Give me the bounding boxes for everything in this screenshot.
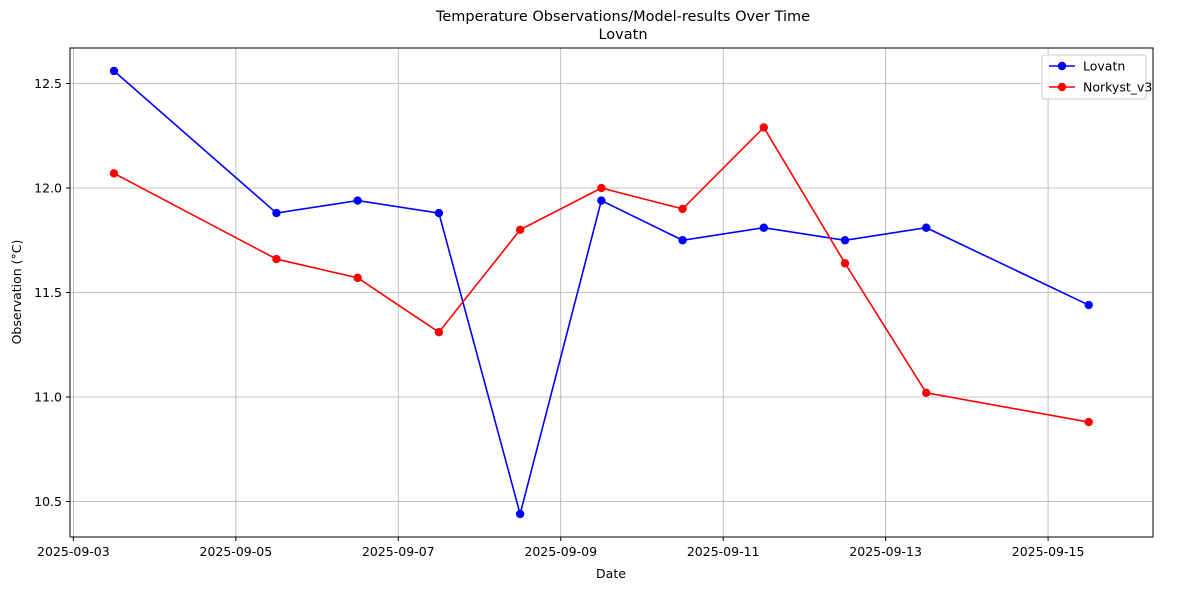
data-point-lovatn: [1084, 300, 1093, 310]
legend-label: Lovatn: [1083, 59, 1125, 74]
data-point-lovatn: [922, 223, 931, 232]
data-point-lovatn: [597, 196, 606, 205]
x-tick-label: 2025-09-13: [849, 544, 922, 559]
series-line-norkyst_v3: [113, 126, 1089, 423]
data-point-lovatn: [272, 208, 281, 218]
data-point-norkyst_v3: [922, 388, 931, 398]
y-tick-label: 11.0: [34, 389, 62, 404]
data-point-norkyst_v3: [597, 183, 606, 193]
data-point-lovatn: [353, 196, 362, 205]
x-tick-label: 2025-09-11: [687, 544, 760, 559]
chart-subtitle: Lovatn: [598, 27, 647, 43]
x-tick-label: 2025-09-07: [362, 544, 435, 559]
data-point-lovatn: [759, 223, 768, 232]
x-tick-label: 2025-09-05: [200, 544, 273, 559]
data-point-norkyst_v3: [434, 328, 444, 337]
data-point-norkyst_v3: [678, 204, 687, 214]
data-point-lovatn: [515, 509, 525, 519]
y-tick-label: 12.0: [34, 181, 62, 196]
x-tick-label: 2025-09-15: [1012, 544, 1085, 559]
series-layer: [109, 66, 1093, 519]
data-point-norkyst_v3: [272, 254, 281, 264]
legend: Lovatn Norkyst_v3: [1041, 54, 1152, 100]
y-tick-label: 10.5: [34, 494, 62, 509]
y-tick-label: 12.5: [34, 76, 62, 91]
data-point-lovatn: [840, 236, 850, 245]
chart-title: Temperature Observations/Model-results O…: [435, 9, 810, 25]
legend-marker: [1057, 82, 1067, 92]
axis-ticks: 2025-09-03 2025-09-05 2025-09-07 2025-09-09…: [34, 76, 1084, 559]
legend-marker: [1057, 61, 1067, 71]
data-point-lovatn: [678, 236, 687, 245]
y-axis-label: Observation (°C): [9, 240, 24, 345]
data-point-norkyst_v3: [840, 259, 850, 268]
data-point-lovatn: [109, 66, 119, 76]
data-point-norkyst_v3: [353, 273, 362, 283]
data-point-norkyst_v3: [759, 123, 768, 132]
y-tick-label: 11.5: [34, 285, 62, 300]
x-axis-label: Date: [596, 566, 626, 581]
data-point-norkyst_v3: [1084, 417, 1093, 427]
x-tick-label: 2025-09-09: [524, 544, 597, 559]
x-tick-label: 2025-09-03: [37, 544, 110, 559]
data-point-norkyst_v3: [109, 169, 119, 178]
data-point-norkyst_v3: [515, 225, 525, 235]
legend-label: Norkyst_v3: [1083, 80, 1152, 95]
data-point-lovatn: [434, 208, 444, 218]
grid-lines: [70, 48, 1153, 537]
